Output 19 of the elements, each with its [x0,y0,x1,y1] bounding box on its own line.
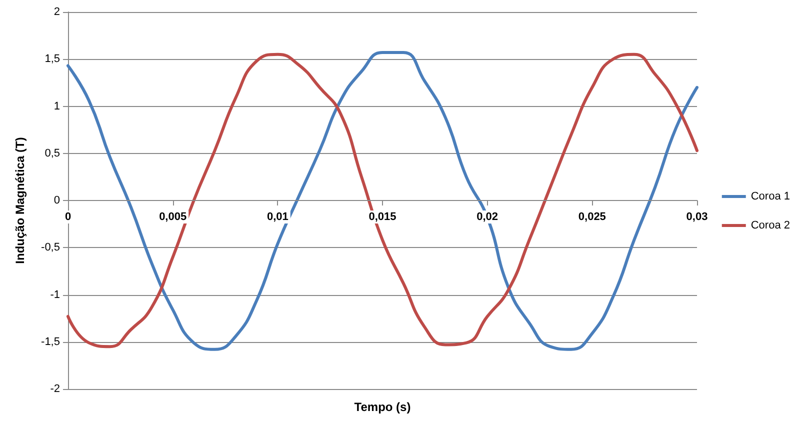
legend-label: Coroa 1 [750,190,790,202]
y-axis-title: Indução Magnética (T) [13,137,27,264]
y-tick-label: 2 [54,6,60,18]
y-tick-label: -0,5 [41,242,60,254]
y-tick-label: 1 [54,100,60,112]
y-tick-label: -1,5 [41,336,60,348]
x-tick-label: 0,03 [686,211,708,223]
y-tick-label: -1 [50,288,60,301]
y-tick-label: -2 [50,383,60,395]
legend-label: Coroa 2 [750,220,790,232]
x-tick-label: 0 [64,211,72,223]
y-tick-label: 0,5 [44,147,60,160]
x-tick-label: 0,025 [578,211,606,223]
x-tick-label: 0,015 [368,211,396,223]
x-tick-label: 0,01 [266,211,288,223]
y-tick-label: 0 [54,194,60,206]
y-tick-label: 1,5 [44,53,60,66]
x-axis-title: Tempo (s) [354,400,411,414]
x-tick-label: 0,005 [159,211,187,223]
